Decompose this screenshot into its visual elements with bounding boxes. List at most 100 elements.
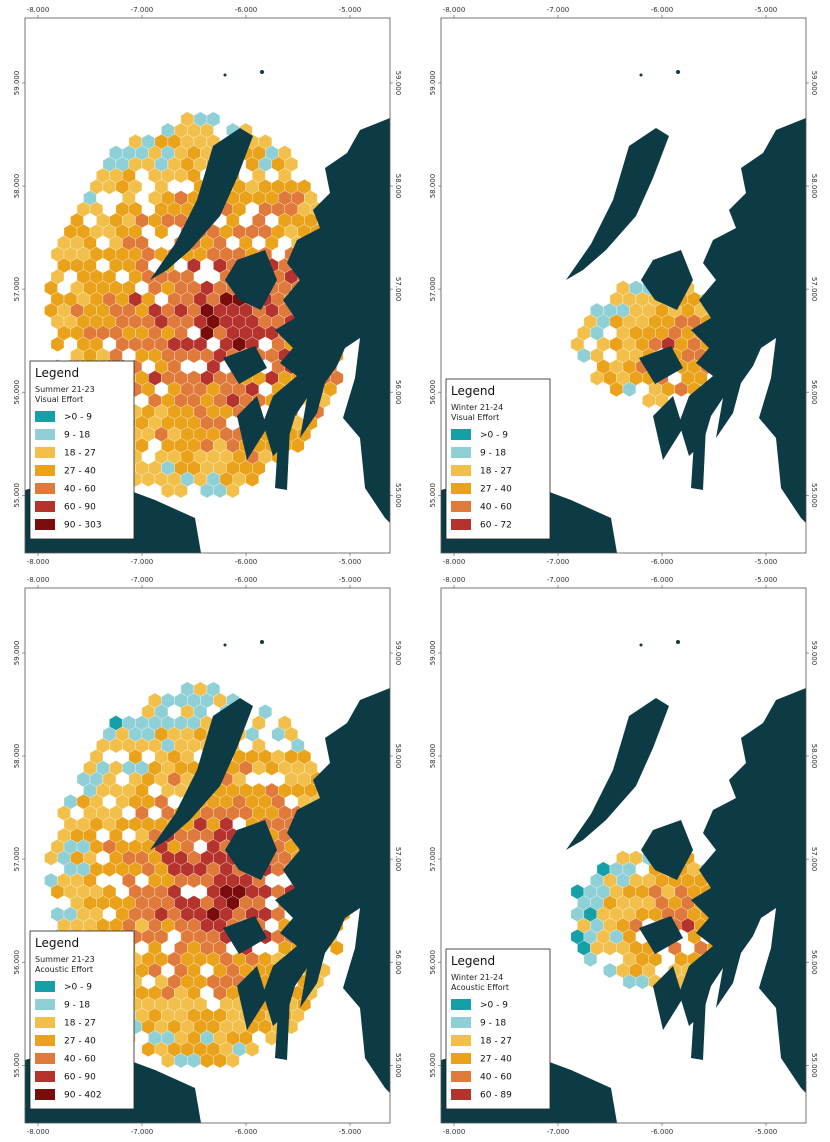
legend-swatch: [451, 1017, 471, 1028]
y-tick-label: 56.000: [429, 950, 437, 975]
y-tick-label: 59.000: [394, 71, 402, 96]
effort-hex: [245, 1041, 259, 1057]
y-tick-label: 59.000: [810, 641, 818, 666]
y-tick-label: 59.000: [429, 641, 437, 666]
y-tick-label: 55.000: [810, 1053, 818, 1078]
legend-swatch: [451, 1089, 471, 1100]
legend-swatch: [451, 465, 471, 476]
legend-swatch: [35, 429, 55, 440]
legend-swatch: [451, 429, 471, 440]
legend-label: 27 - 40: [480, 1055, 512, 1065]
y-tick-label: 59.000: [394, 641, 402, 666]
legend-label: 90 - 402: [64, 1091, 102, 1101]
x-tick-label: -6.000: [651, 6, 674, 14]
legend-swatch: [451, 447, 471, 458]
x-tick-label: -8.000: [27, 1128, 50, 1136]
effort-hex: [226, 482, 240, 499]
y-tick-label: 56.000: [13, 380, 21, 405]
y-tick-label: 57.000: [810, 277, 818, 302]
x-tick-label: -7.000: [131, 558, 154, 566]
legend-label: 9 - 18: [64, 431, 90, 441]
y-tick-label: 58.000: [810, 174, 818, 199]
x-tick-label: -8.000: [27, 576, 50, 584]
legend-swatch: [451, 1035, 471, 1046]
legend-swatch: [35, 519, 55, 530]
effort-hex: [245, 471, 259, 487]
y-tick-label: 56.000: [394, 950, 402, 975]
legend-subtitle: Visual Effort: [451, 413, 499, 422]
x-tick-label: -5.000: [755, 576, 778, 584]
y-tick-label: 57.000: [394, 847, 402, 872]
legend-label: 60 - 89: [480, 1091, 512, 1101]
map-frame: [440, 587, 807, 1124]
legend-subtitle: Summer 21-23: [35, 955, 95, 964]
x-tick-label: -8.000: [443, 1128, 466, 1136]
map-panel: -8.000 -8.000 -7.000 -7.000 -6.000 -6.000 -5.0…: [13, 576, 402, 1136]
legend-label: >0 - 9: [480, 431, 508, 441]
y-tick-label: 56.000: [394, 380, 402, 405]
legend-subtitle: Winter 21-24: [451, 973, 503, 982]
x-tick-label: -5.000: [339, 1128, 362, 1136]
legend-label: 40 - 60: [480, 503, 512, 513]
effort-hex: [50, 336, 65, 352]
effort-hex: [583, 951, 598, 967]
x-tick-label: -5.000: [755, 558, 778, 566]
legend-label: 27 - 40: [64, 467, 96, 477]
legend-label: 60 - 90: [64, 503, 96, 513]
legend-label: >0 - 9: [64, 983, 92, 993]
y-tick-label: 57.000: [429, 847, 437, 872]
legend-swatch: [451, 1071, 471, 1082]
x-tick-label: -8.000: [27, 558, 50, 566]
y-tick-label: 59.000: [429, 71, 437, 96]
effort-hex: [226, 1052, 240, 1069]
legend-label: 60 - 72: [480, 521, 512, 531]
y-tick-label: 55.000: [429, 483, 437, 508]
x-tick-label: -5.000: [755, 1128, 778, 1136]
legend-swatch: [35, 1035, 55, 1046]
legend-swatch: [35, 447, 55, 458]
x-tick-label: -5.000: [339, 6, 362, 14]
x-tick-label: -7.000: [131, 1128, 154, 1136]
x-tick-label: -6.000: [235, 558, 258, 566]
legend-subtitle: Visual Effort: [35, 395, 83, 404]
y-tick-label: 55.000: [13, 483, 21, 508]
y-tick-label: 56.000: [429, 380, 437, 405]
x-tick-label: -8.000: [443, 558, 466, 566]
legend-swatch: [35, 999, 55, 1010]
y-tick-label: 57.000: [810, 847, 818, 872]
x-tick-label: -6.000: [235, 6, 258, 14]
y-tick-label: 58.000: [429, 174, 437, 199]
y-tick-label: 59.000: [810, 71, 818, 96]
x-tick-label: -6.000: [651, 558, 674, 566]
legend-label: 9 - 18: [480, 1019, 506, 1029]
legend-swatch: [35, 411, 55, 422]
y-tick-label: 58.000: [13, 744, 21, 769]
y-tick-label: 58.000: [394, 744, 402, 769]
y-tick-label: 57.000: [13, 277, 21, 302]
x-tick-label: -6.000: [651, 576, 674, 584]
legend-subtitle: Winter 21-24: [451, 403, 503, 412]
x-tick-label: -7.000: [131, 6, 154, 14]
effort-hex: [291, 437, 305, 454]
legend-label: 90 - 303: [64, 521, 102, 531]
x-tick-label: -7.000: [547, 6, 570, 14]
x-tick-label: -8.000: [27, 6, 50, 14]
y-tick-label: 58.000: [429, 744, 437, 769]
legend-swatch: [451, 519, 471, 530]
x-tick-label: -6.000: [235, 1128, 258, 1136]
legend-box: [445, 378, 551, 540]
legend-title: Legend: [35, 366, 79, 380]
x-tick-label: -5.000: [339, 576, 362, 584]
y-tick-label: 57.000: [13, 847, 21, 872]
legend-swatch: [35, 1089, 55, 1100]
map-area: [441, 18, 806, 553]
legend-label: 18 - 27: [64, 1019, 96, 1029]
map-area: [441, 588, 806, 1123]
y-tick-label: 56.000: [810, 950, 818, 975]
y-tick-label: 59.000: [13, 71, 21, 96]
legend-subtitle: Acoustic Effort: [35, 965, 93, 974]
y-tick-label: 55.000: [429, 1053, 437, 1078]
y-tick-label: 58.000: [810, 744, 818, 769]
